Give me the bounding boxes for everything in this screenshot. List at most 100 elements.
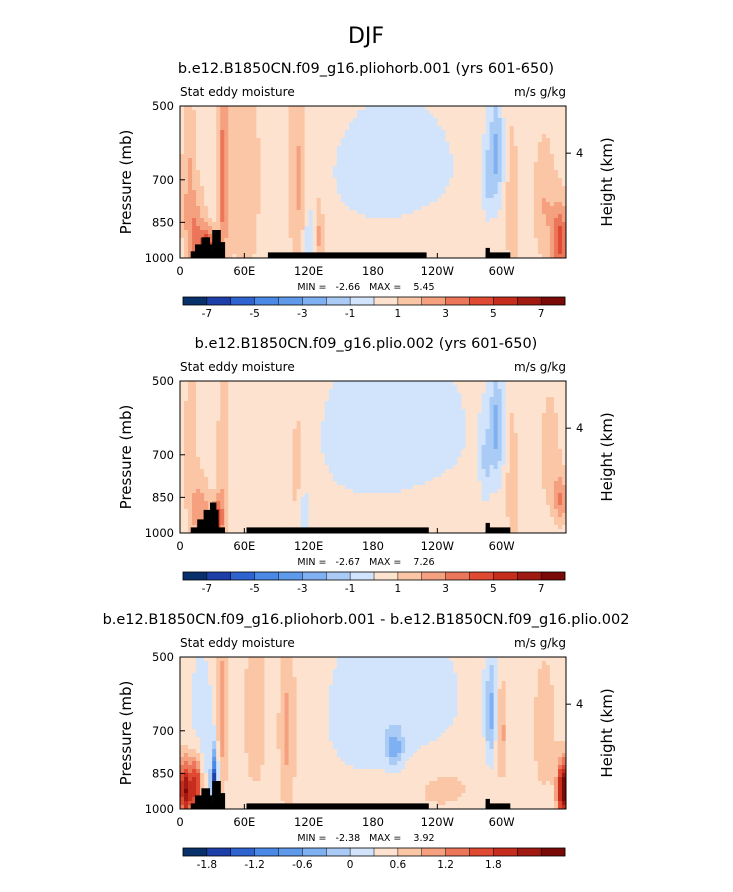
- heatmap-cell: [301, 381, 305, 385]
- heatmap-cell: [200, 218, 204, 222]
- heatmap-cell: [353, 150, 357, 154]
- heatmap-cell: [401, 158, 405, 162]
- heatmap-cell: [445, 246, 449, 250]
- heatmap-cell: [465, 158, 469, 162]
- heatmap-cell: [369, 158, 373, 162]
- heatmap-cell: [449, 186, 453, 190]
- heatmap-cell: [180, 385, 184, 389]
- heatmap-cell: [277, 393, 281, 397]
- heatmap-cell: [272, 194, 276, 198]
- heatmap-cell: [180, 154, 184, 158]
- heatmap-cell: [445, 198, 449, 202]
- heatmap-cell: [401, 118, 405, 122]
- heatmap-cell: [470, 401, 474, 405]
- heatmap-cell: [433, 210, 437, 214]
- heatmap-cell: [506, 381, 510, 385]
- heatmap-cell: [192, 389, 196, 393]
- heatmap-cell: [285, 126, 289, 130]
- heatmap-cell: [478, 250, 482, 254]
- heatmap-cell: [546, 122, 550, 126]
- heatmap-cell: [337, 234, 341, 238]
- heatmap-cell: [204, 114, 208, 118]
- heatmap-cell: [236, 397, 240, 401]
- heatmap-cell: [498, 122, 502, 126]
- heatmap-cell: [369, 214, 373, 218]
- heatmap-cell: [248, 226, 252, 230]
- heatmap-cell: [228, 433, 232, 437]
- heatmap-cell: [357, 174, 361, 178]
- heatmap-cell: [369, 186, 373, 190]
- heatmap-cell: [429, 413, 433, 417]
- heatmap-cell: [486, 186, 490, 190]
- heatmap-cell: [502, 238, 506, 242]
- heatmap-cell: [268, 425, 272, 429]
- heatmap-cell: [289, 242, 293, 246]
- heatmap-cell: [200, 206, 204, 210]
- heatmap-cell: [389, 198, 393, 202]
- heatmap-cell: [510, 114, 514, 118]
- heatmap-cell: [449, 417, 453, 421]
- heatmap-cell: [522, 206, 526, 210]
- heatmap-cell: [297, 194, 301, 198]
- heatmap-cell: [208, 162, 212, 166]
- heatmap-cell: [385, 134, 389, 138]
- heatmap-cell: [180, 250, 184, 254]
- heatmap-cell: [530, 106, 534, 110]
- heatmap-cell: [361, 222, 365, 226]
- heatmap-cell: [325, 401, 329, 405]
- heatmap-cell: [289, 202, 293, 206]
- heatmap-cell: [301, 150, 305, 154]
- heatmap-cell: [494, 178, 498, 182]
- heatmap-cell: [321, 214, 325, 218]
- heatmap-cell: [357, 234, 361, 238]
- heatmap-cell: [321, 230, 325, 234]
- heatmap-cell: [558, 250, 562, 254]
- heatmap-cell: [506, 425, 510, 429]
- heatmap-cell: [321, 206, 325, 210]
- heatmap-cell: [248, 162, 252, 166]
- heatmap-cell: [365, 122, 369, 126]
- heatmap-cell: [554, 401, 558, 405]
- heatmap-cell: [369, 150, 373, 154]
- heatmap-cell: [212, 409, 216, 413]
- heatmap-cell: [530, 150, 534, 154]
- heatmap-cell: [461, 381, 465, 385]
- heatmap-cell: [188, 417, 192, 421]
- heatmap-cell: [506, 190, 510, 194]
- heatmap-cell: [313, 106, 317, 110]
- heatmap-cell: [550, 234, 554, 238]
- heatmap-cell: [478, 186, 482, 190]
- heatmap-cell: [353, 429, 357, 433]
- heatmap-cell: [200, 186, 204, 190]
- heatmap-cell: [317, 417, 321, 421]
- heatmap-cell: [212, 154, 216, 158]
- heatmap-cell: [200, 138, 204, 142]
- heatmap-cell: [393, 421, 397, 425]
- heatmap-cell: [397, 429, 401, 433]
- heatmap-cell: [373, 242, 377, 246]
- heatmap-cell: [268, 421, 272, 425]
- heatmap-cell: [385, 174, 389, 178]
- heatmap-cell: [228, 214, 232, 218]
- heatmap-cell: [345, 174, 349, 178]
- heatmap-cell: [228, 106, 232, 110]
- heatmap-cell: [361, 158, 365, 162]
- heatmap-cell: [441, 166, 445, 170]
- heatmap-cell: [558, 218, 562, 222]
- heatmap-cell: [518, 162, 522, 166]
- heatmap-cell: [361, 138, 365, 142]
- heatmap-cell: [256, 230, 260, 234]
- heatmap-cell: [180, 381, 184, 385]
- heatmap-cell: [301, 413, 305, 417]
- heatmap-cell: [285, 385, 289, 389]
- heatmap-cell: [405, 130, 409, 134]
- heatmap-cell: [546, 162, 550, 166]
- heatmap-cell: [486, 206, 490, 210]
- heatmap-cell: [264, 222, 268, 226]
- heatmap-cell: [445, 174, 449, 178]
- heatmap-cell: [413, 393, 417, 397]
- heatmap-cell: [317, 106, 321, 110]
- heatmap-cell: [240, 226, 244, 230]
- heatmap-cell: [417, 425, 421, 429]
- heatmap-cell: [514, 162, 518, 166]
